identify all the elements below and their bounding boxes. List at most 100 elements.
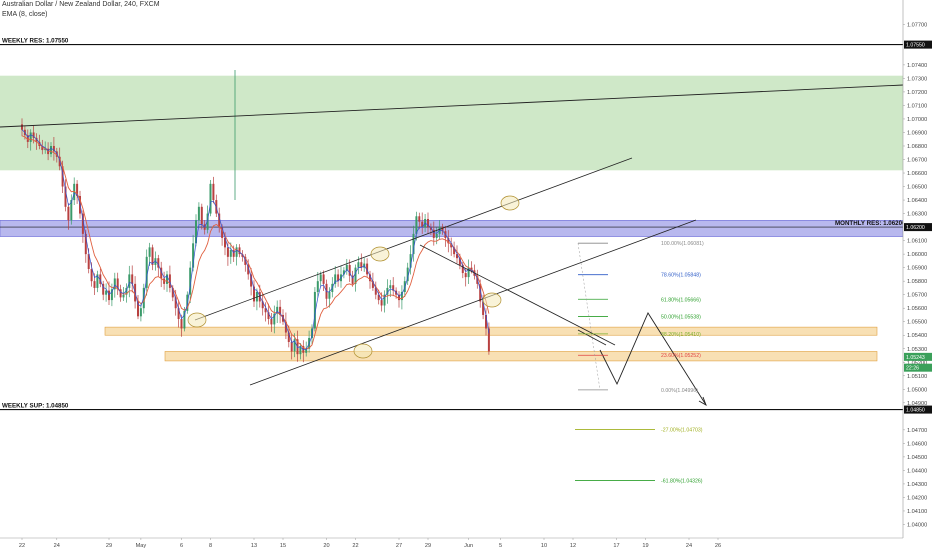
price-tick: 1.07700 bbox=[907, 22, 927, 28]
candle-body bbox=[371, 281, 374, 288]
candle-body bbox=[369, 274, 371, 282]
projection-arrow bbox=[698, 396, 707, 407]
price-tick: 1.06000 bbox=[907, 252, 927, 258]
price-tick: 1.06700 bbox=[907, 158, 927, 164]
candle-body bbox=[264, 308, 267, 313]
candle-body bbox=[447, 237, 450, 244]
candle-body bbox=[354, 267, 357, 284]
candle-body bbox=[429, 227, 432, 230]
candle-body bbox=[218, 213, 221, 228]
candle-body bbox=[122, 294, 125, 298]
fib-label: 38.20%(1.05410) bbox=[661, 332, 701, 338]
candle-body bbox=[279, 306, 282, 315]
fib-label: 78.60%(1.05848) bbox=[661, 273, 701, 279]
candle-body bbox=[290, 341, 293, 352]
candle-body bbox=[70, 200, 73, 221]
candle-body bbox=[183, 310, 186, 329]
channel-upper bbox=[194, 157, 633, 321]
candle-body bbox=[26, 135, 29, 142]
time-tick: 27 bbox=[396, 543, 402, 549]
candle-body bbox=[360, 262, 363, 268]
candle-body bbox=[224, 237, 226, 248]
candle-body bbox=[313, 291, 316, 329]
candle-body bbox=[128, 274, 131, 288]
price-tick: 1.05100 bbox=[907, 374, 927, 380]
price-tick: 1.04500 bbox=[907, 455, 927, 461]
candle-body bbox=[319, 274, 322, 282]
candle-body bbox=[453, 247, 456, 255]
candle-body bbox=[250, 274, 253, 287]
candle-body bbox=[435, 233, 438, 238]
price-axis[interactable]: 1.07700 1.07550 1.07400 1.07300 1.07200 1.071… bbox=[902, 0, 932, 538]
candle-body bbox=[93, 281, 96, 288]
price-tick: 1.05900 bbox=[907, 266, 927, 272]
price-tick: 1.04600 bbox=[907, 441, 927, 447]
candle-body bbox=[232, 250, 235, 257]
candle-body bbox=[99, 274, 102, 284]
candle-body bbox=[270, 319, 273, 325]
candle-body bbox=[415, 216, 418, 234]
candle-body bbox=[209, 183, 212, 214]
candle-body bbox=[284, 321, 287, 333]
candle-body bbox=[409, 254, 412, 268]
candle-body bbox=[342, 270, 345, 275]
candle-body bbox=[206, 213, 209, 230]
price-tick: 1.06100 bbox=[907, 239, 927, 245]
candle-body bbox=[192, 243, 195, 268]
candle-body bbox=[412, 233, 415, 255]
candle-body bbox=[125, 287, 128, 295]
time-tick: 24 bbox=[686, 543, 692, 549]
candle-body bbox=[58, 156, 61, 167]
time-tick: 22 bbox=[352, 543, 358, 549]
candle-body bbox=[299, 346, 302, 355]
candle-body bbox=[87, 254, 90, 269]
time-tick: 13 bbox=[251, 543, 257, 549]
current-price-tag bbox=[904, 352, 932, 361]
candle-body bbox=[44, 148, 47, 151]
price-axis-bg bbox=[903, 0, 932, 538]
price-tick: 1.04100 bbox=[907, 509, 927, 515]
current-price-text: 22:26 bbox=[906, 366, 919, 372]
candle-body bbox=[21, 124, 23, 130]
zone-layer bbox=[0, 75, 904, 362]
candle-body bbox=[235, 247, 238, 257]
candle-body bbox=[464, 273, 467, 278]
drawings-layer bbox=[0, 84, 904, 407]
candle-body bbox=[64, 186, 67, 207]
price-tick: 1.05600 bbox=[907, 306, 927, 312]
candle-body bbox=[267, 312, 270, 320]
candle-body bbox=[52, 145, 55, 152]
time-tick: 29 bbox=[106, 543, 112, 549]
time-tick: Jun bbox=[464, 543, 473, 549]
candle-body bbox=[392, 285, 395, 291]
level-label: WEEKLY SUP: 1.04850 bbox=[2, 403, 69, 410]
candle-body bbox=[116, 278, 119, 290]
time-tick: 12 bbox=[570, 543, 576, 549]
level-label: MONTHLY RES: 1.06200 bbox=[835, 220, 906, 227]
candle-body bbox=[485, 314, 487, 329]
candle-body bbox=[348, 264, 351, 276]
candle-body bbox=[226, 247, 229, 257]
ema-fast-line bbox=[21, 129, 490, 351]
candle-body bbox=[105, 290, 108, 295]
candle-body bbox=[197, 206, 200, 221]
descending-trendline bbox=[419, 244, 616, 346]
candle-body bbox=[238, 247, 241, 255]
time-axis[interactable]: 22 24 29 May 6 8 13 15 20 22 27 29 Jun 5 10 12 17 19 24 26 bbox=[0, 537, 903, 549]
candle-body bbox=[386, 287, 389, 295]
candle-body bbox=[35, 137, 38, 142]
candle-body bbox=[67, 206, 70, 221]
candle-body bbox=[177, 308, 180, 320]
candle-body bbox=[29, 132, 32, 142]
candle-body bbox=[247, 264, 250, 275]
candle-body bbox=[374, 287, 377, 295]
candle-body bbox=[458, 258, 461, 265]
time-tick: 10 bbox=[541, 543, 547, 549]
time-tick: 20 bbox=[323, 543, 329, 549]
price-tick: 1.05700 bbox=[907, 293, 927, 299]
level-price-text: 1.06200 bbox=[906, 225, 925, 231]
candle-body bbox=[102, 283, 105, 295]
candle-body bbox=[276, 306, 279, 314]
candle-body bbox=[418, 216, 421, 222]
